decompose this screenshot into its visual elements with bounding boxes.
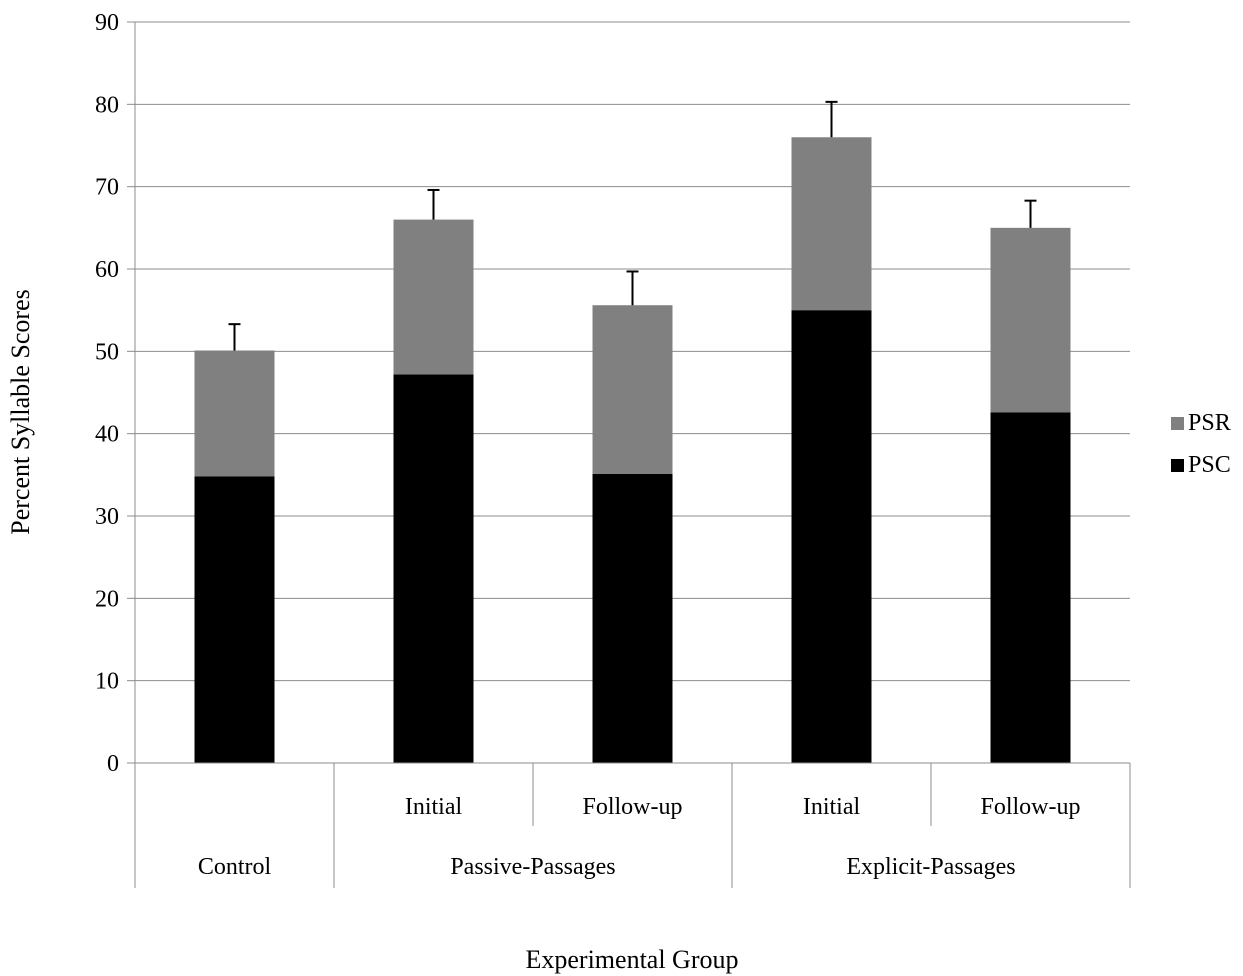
legend-label: PSC bbox=[1188, 452, 1231, 478]
x-group-label: Control bbox=[198, 854, 272, 880]
bar-psr bbox=[791, 137, 872, 311]
y-tick-label: 30 bbox=[95, 504, 119, 530]
x-group-label: Explicit-Passages bbox=[846, 854, 1015, 880]
y-tick-label: 70 bbox=[95, 175, 119, 201]
x-subcategory-label: Initial bbox=[405, 794, 463, 820]
y-tick-label: 40 bbox=[95, 422, 119, 448]
bar-psc bbox=[194, 476, 275, 763]
y-tick-label: 50 bbox=[95, 339, 119, 365]
bar-psc bbox=[393, 374, 474, 763]
x-subcategory-label: Follow-up bbox=[582, 794, 682, 820]
x-subcategory-label: Follow-up bbox=[980, 794, 1080, 820]
x-group-label: Passive-Passages bbox=[450, 854, 615, 880]
bar-psr bbox=[194, 350, 275, 477]
bars bbox=[194, 137, 1071, 763]
y-axis-ticks: 0 10 20 30 40 50 60 70 80 90 bbox=[95, 10, 135, 777]
axes bbox=[134, 22, 1131, 888]
bar-psc bbox=[990, 412, 1071, 763]
bar-psr bbox=[393, 219, 474, 375]
legend-swatch-psc bbox=[1171, 459, 1184, 472]
x-axis-category-labels: Control Initial Follow-up Passive-Passages I… bbox=[198, 794, 1081, 880]
legend: PSR PSC bbox=[1171, 410, 1231, 478]
x-subcategory-label: Initial bbox=[803, 794, 861, 820]
bar-psr bbox=[990, 227, 1071, 413]
legend-swatch-psr bbox=[1171, 417, 1184, 430]
y-axis-title: Percent Syllable Scores bbox=[6, 289, 35, 535]
y-tick-label: 20 bbox=[95, 586, 119, 612]
y-tick-label: 60 bbox=[95, 257, 119, 283]
bar-psc bbox=[791, 310, 872, 763]
x-axis-title: Experimental Group bbox=[526, 945, 739, 974]
error-bars bbox=[228, 100, 1037, 351]
legend-label: PSR bbox=[1188, 410, 1231, 436]
bar-psc bbox=[592, 474, 673, 763]
bar-psr bbox=[592, 305, 673, 475]
y-tick-label: 80 bbox=[95, 92, 119, 118]
y-tick-label: 90 bbox=[95, 10, 119, 36]
y-tick-label: 0 bbox=[107, 751, 119, 777]
y-tick-label: 10 bbox=[95, 669, 119, 695]
